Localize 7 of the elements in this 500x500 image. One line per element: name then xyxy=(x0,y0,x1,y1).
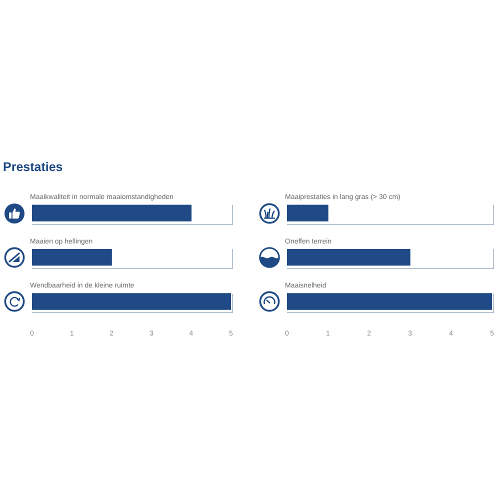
bar xyxy=(32,204,192,222)
bar xyxy=(32,293,231,310)
chart-title: Prestaties xyxy=(3,160,63,174)
bar xyxy=(32,248,112,266)
bar xyxy=(287,204,328,222)
bar xyxy=(287,248,410,266)
bar xyxy=(287,293,492,310)
